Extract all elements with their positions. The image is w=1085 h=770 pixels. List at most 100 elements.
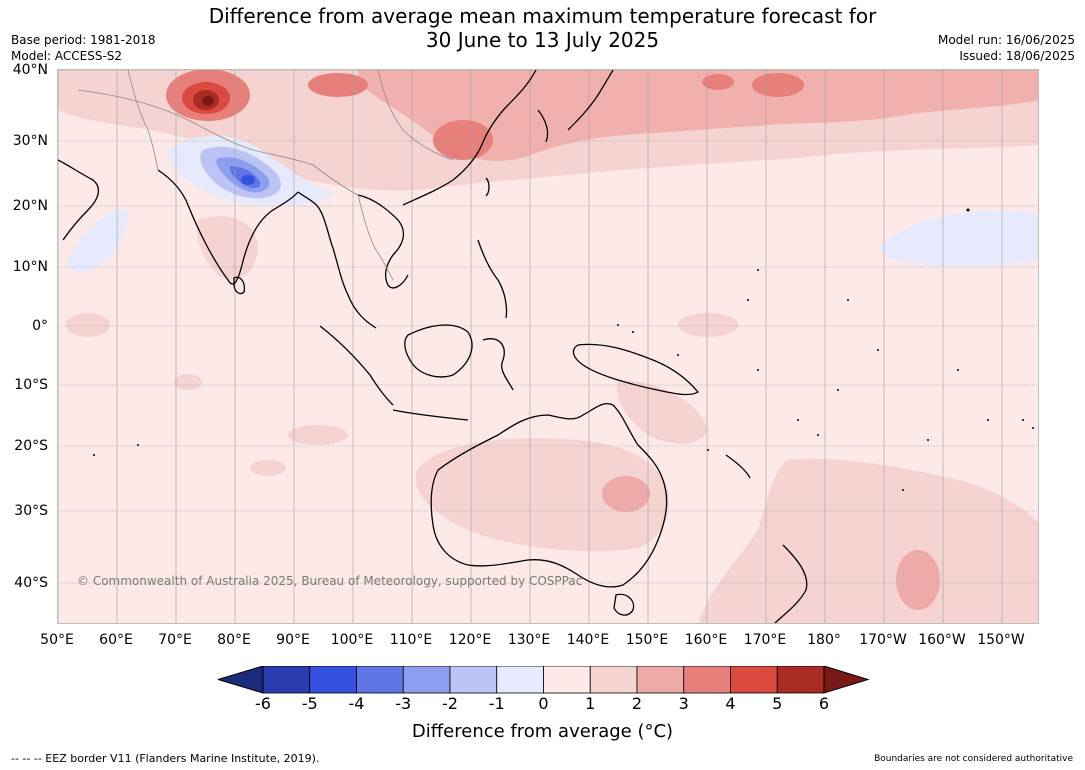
lat-label-40n: 40°N bbox=[12, 62, 48, 78]
lon-label-140e: 140°E bbox=[566, 632, 610, 648]
anomaly-3-4-pacific bbox=[752, 73, 804, 97]
lon-label-50e: 50°E bbox=[40, 632, 74, 648]
colorbar-cell bbox=[496, 666, 544, 694]
colorbar-cell bbox=[309, 666, 357, 694]
colorbar-cell bbox=[776, 666, 825, 694]
coast-java bbox=[392, 409, 469, 421]
anomaly-m1-0-pacific bbox=[879, 210, 1038, 267]
colorbar-cell bbox=[356, 666, 404, 694]
forecast-map[interactable] bbox=[57, 69, 1039, 624]
colorbar-tick-label: 0 bbox=[538, 694, 549, 713]
meta-left: Base period: 1981-2018 Model: ACCESS-S2 bbox=[11, 32, 156, 64]
eez-border-note: -- -- -- EEZ border V11 (Flanders Marine… bbox=[11, 752, 320, 765]
anomaly-1-2-patch-c bbox=[288, 425, 348, 445]
coast-arabia bbox=[58, 159, 100, 241]
model-name: Model: ACCESS-S2 bbox=[11, 49, 123, 63]
lon-label-60e: 60°E bbox=[99, 632, 133, 648]
map-title: Difference from average mean maximum tem… bbox=[0, 4, 1085, 52]
lat-label-0: 0° bbox=[32, 318, 48, 334]
issued-date: Issued: 18/06/2025 bbox=[959, 49, 1075, 63]
lon-label-150e: 150°E bbox=[625, 632, 669, 648]
lat-label-30n: 30°N bbox=[12, 133, 48, 149]
coast-indochina bbox=[357, 194, 409, 289]
colorbar-tick-label: 3 bbox=[678, 694, 689, 713]
coast-australia bbox=[430, 403, 668, 588]
copyright-notice: © Commonwealth of Australia 2025, Bureau… bbox=[77, 574, 583, 588]
coast-philippines bbox=[477, 239, 508, 319]
anomaly-2-3-north bbox=[358, 70, 1038, 161]
map-canvas bbox=[58, 70, 1038, 623]
anomaly-1-2-patch-e bbox=[250, 460, 286, 476]
colorbar-tick-label: -4 bbox=[348, 694, 365, 713]
anomaly-1-2-patch-a bbox=[174, 374, 202, 390]
colorbar-tick-label: -3 bbox=[395, 694, 412, 713]
colorbar-cell bbox=[402, 666, 451, 694]
colorbar-tick-label: -5 bbox=[301, 694, 318, 713]
colorbar-tick-label: -2 bbox=[442, 694, 458, 713]
anomaly-3-4-pacific-2 bbox=[702, 74, 734, 90]
coast-sri-lanka bbox=[233, 276, 246, 295]
lon-label-80e: 80°E bbox=[217, 632, 251, 648]
colorbar-cell bbox=[730, 666, 778, 694]
anomaly-m1-0-arabian bbox=[67, 209, 129, 272]
coast-new-zealand bbox=[774, 544, 808, 623]
lon-label-160w: 160°W bbox=[918, 632, 966, 648]
coastlines bbox=[58, 70, 808, 623]
colorbar-extend-low bbox=[218, 666, 264, 694]
colorbar-tick-label: 1 bbox=[585, 694, 596, 713]
country-borders bbox=[77, 70, 454, 281]
lon-label-90e: 90°E bbox=[276, 632, 310, 648]
anomaly-m5-m4-india bbox=[241, 175, 255, 185]
colorbar-tick-label: 4 bbox=[725, 694, 736, 713]
base-period: Base period: 1981-2018 bbox=[11, 33, 156, 47]
colorbar-tick-label: -6 bbox=[255, 694, 271, 713]
anomaly-1-2-australia bbox=[416, 438, 669, 552]
colorbar-tick-label: 6 bbox=[818, 694, 830, 713]
anomaly-1-2-tasman bbox=[698, 458, 1038, 623]
anomaly-3-4-north bbox=[308, 73, 368, 97]
lat-label-20n: 20°N bbox=[12, 198, 48, 214]
boundaries-disclaimer: Boundaries are not considered authoritat… bbox=[874, 754, 1073, 764]
colorbar-extend-high bbox=[823, 666, 870, 694]
lon-label-130e: 130°E bbox=[507, 632, 551, 648]
colorbar-cell bbox=[449, 666, 498, 694]
colorbar-label: Difference from average (°C) bbox=[411, 721, 674, 742]
anomaly-6-plus-tibet bbox=[202, 96, 214, 106]
lat-label-10s: 10°S bbox=[14, 377, 48, 393]
lon-label-170e: 170°E bbox=[743, 632, 787, 648]
coast-tasmania bbox=[613, 593, 635, 616]
coast-sumatra bbox=[319, 325, 394, 406]
coast-new-caledonia bbox=[725, 454, 751, 479]
title-line-2: 30 June to 13 July 2025 bbox=[425, 28, 660, 52]
title-line-1: Difference from average mean maximum tem… bbox=[208, 4, 877, 28]
colorbar-tick-label: 5 bbox=[772, 694, 783, 713]
model-run: Model run: 16/06/2025 bbox=[937, 33, 1075, 47]
lon-label-110e: 110°E bbox=[389, 632, 433, 648]
lon-label-70e: 70°E bbox=[158, 632, 192, 648]
anomaly-2-3-australia bbox=[602, 476, 650, 512]
meta-right: Model run: 16/06/2025 Issued: 18/06/2025 bbox=[938, 32, 1075, 64]
anomaly-3-4-east-china bbox=[433, 120, 493, 160]
colorbar-cell bbox=[262, 666, 311, 694]
anomaly-2-3-tasman bbox=[896, 550, 940, 610]
coast-korea bbox=[537, 109, 549, 143]
coast-china bbox=[402, 70, 537, 206]
colorbar-cell bbox=[636, 666, 685, 694]
colorbar-tick-label: -1 bbox=[488, 694, 505, 713]
anomaly-1-2-patch-b bbox=[66, 313, 110, 337]
coast-taiwan bbox=[485, 177, 490, 197]
lon-label-170w: 170°W bbox=[859, 632, 907, 648]
lat-label-30s: 30°S bbox=[14, 503, 48, 519]
coast-japan bbox=[567, 70, 614, 131]
lat-label-20s: 20°S bbox=[14, 438, 48, 454]
colorbar-cell bbox=[589, 666, 638, 694]
colorbar bbox=[218, 666, 870, 694]
lon-label-100e: 100°E bbox=[330, 632, 374, 648]
coast-myanmar-malaya bbox=[297, 191, 377, 329]
colorbar-cell bbox=[543, 666, 591, 694]
lon-label-150w: 150°W bbox=[977, 632, 1025, 648]
pacific-islands bbox=[93, 208, 1034, 491]
colorbar-cells bbox=[262, 666, 825, 694]
colorbar-cell bbox=[683, 666, 731, 694]
lon-label-120e: 120°E bbox=[448, 632, 492, 648]
